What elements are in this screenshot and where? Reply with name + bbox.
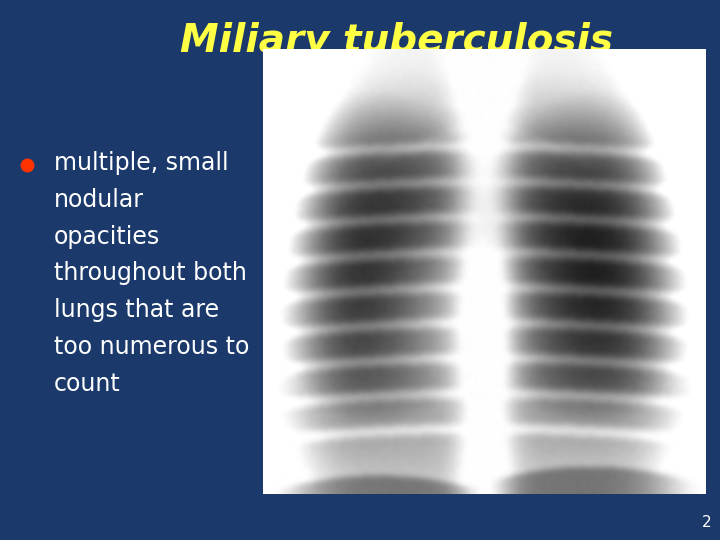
Text: too numerous to: too numerous to: [54, 335, 249, 359]
Text: multiple, small: multiple, small: [54, 151, 229, 175]
Text: Miliary tuberculosis: Miliary tuberculosis: [179, 22, 613, 59]
Text: throughout both: throughout both: [54, 261, 247, 285]
Text: count: count: [54, 372, 121, 395]
Text: opacities: opacities: [54, 225, 161, 248]
Text: nodular: nodular: [54, 188, 144, 212]
Text: 2: 2: [702, 515, 711, 530]
Text: lungs that are: lungs that are: [54, 298, 219, 322]
Text: 太80年5月22日1608: 太80年5月22日1608: [276, 62, 346, 71]
